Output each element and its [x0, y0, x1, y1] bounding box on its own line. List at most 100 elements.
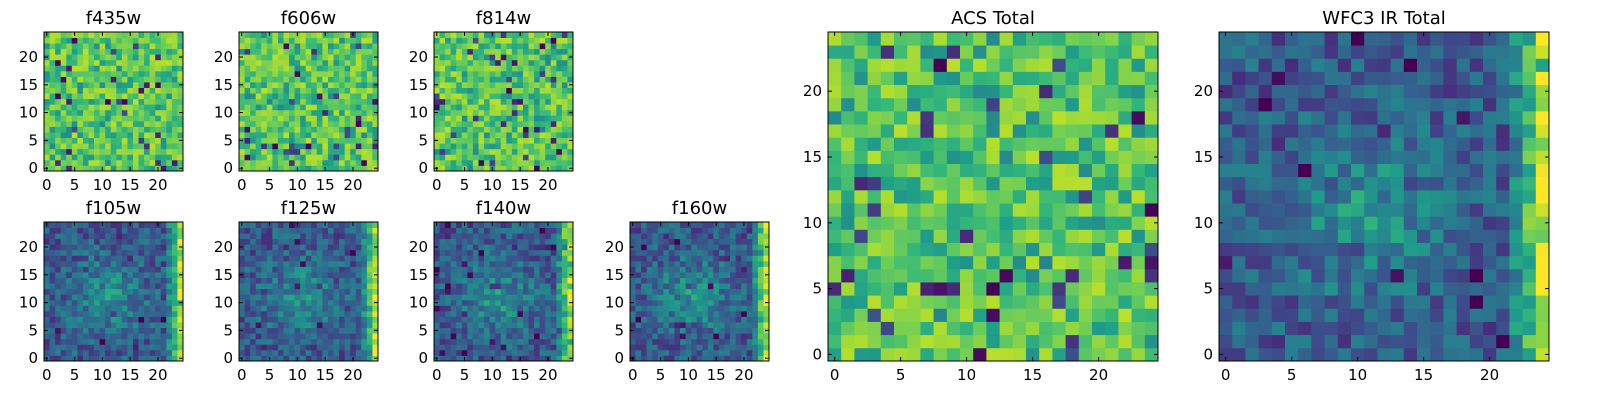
heatmap-cell: [144, 222, 151, 228]
heatmap-cell: [116, 87, 123, 94]
heatmap-cell: [445, 238, 452, 245]
heatmap-cell: [88, 333, 95, 340]
heatmap-cell: [933, 334, 948, 349]
heatmap-cell: [1039, 255, 1053, 270]
heatmap-cell: [657, 272, 664, 278]
heatmap-cell: [116, 82, 123, 88]
heatmap-cell: [478, 104, 485, 111]
heatmap-cell: [361, 227, 368, 234]
heatmap-cell: [1105, 242, 1119, 257]
heatmap-cell: [289, 137, 295, 144]
heatmap-cell: [239, 98, 245, 105]
heatmap-cell: [82, 87, 89, 94]
heatmap-cell: [641, 310, 648, 317]
heatmap-cell: [339, 322, 346, 329]
heatmap-cell: [160, 227, 167, 234]
heatmap-cell: [478, 327, 485, 334]
heatmap-cell: [244, 109, 251, 116]
heatmap-cell: [283, 338, 290, 345]
heatmap-cell: [641, 227, 648, 234]
heatmap-cell: [289, 37, 295, 44]
heatmap-cell: [461, 126, 468, 133]
heatmap-cell: [484, 137, 490, 144]
heatmap-cell: [434, 126, 440, 133]
heatmap-cell: [82, 283, 89, 290]
heatmap-cell: [305, 165, 312, 172]
heatmap-cell: [110, 120, 117, 127]
heatmap-cell: [1092, 308, 1106, 322]
heatmap-cell: [361, 159, 368, 166]
heatmap-cell: [674, 322, 681, 329]
heatmap-cell: [366, 327, 373, 334]
heatmap-cell: [105, 137, 112, 144]
heatmap-cell: [506, 310, 513, 317]
heatmap-cell: [534, 355, 541, 362]
heatmap-cell: [55, 143, 62, 150]
heatmap-cell: [668, 283, 675, 290]
heatmap-cell: [746, 249, 753, 256]
heatmap-cell: [1092, 334, 1106, 349]
heatmap-cell: [506, 87, 513, 94]
heatmap-cell: [339, 249, 346, 256]
heatmap-cell: [556, 109, 563, 116]
heatmap-cell: [434, 59, 440, 66]
heatmap-cell: [166, 338, 173, 345]
heatmap-cell: [361, 54, 368, 61]
y-tick-label: 10: [19, 294, 38, 312]
heatmap-cell: [517, 283, 524, 290]
heatmap-cell: [933, 163, 948, 178]
heatmap-cell: [522, 299, 529, 306]
heatmap-cell: [88, 32, 95, 38]
heatmap-cell: [333, 159, 340, 166]
heatmap-cell: [277, 344, 284, 351]
heatmap-cell: [713, 227, 720, 234]
heatmap-cell: [517, 244, 524, 251]
heatmap-cell: [741, 233, 748, 240]
heatmap-cell: [132, 283, 139, 290]
heatmap-cell: [534, 59, 541, 66]
heatmap-cell: [105, 305, 112, 312]
heatmap-cell: [327, 148, 334, 155]
heatmap-cell: [489, 249, 496, 256]
heatmap-cell: [333, 355, 340, 362]
heatmap-cell: [445, 349, 452, 356]
heatmap-cell: [149, 109, 156, 116]
heatmap-cell: [266, 333, 273, 340]
heatmap-cell: [713, 344, 720, 351]
heatmap-cell: [894, 347, 908, 362]
heatmap-cell: [250, 355, 257, 362]
heatmap-cell: [138, 59, 145, 66]
heatmap-cell: [289, 283, 295, 290]
heatmap-cell: [556, 59, 563, 66]
heatmap-cell: [272, 222, 279, 228]
heatmap-cell: [66, 143, 73, 150]
heatmap-cell: [685, 327, 692, 334]
heatmap-cell: [350, 159, 357, 166]
heatmap-cell: [66, 260, 73, 267]
heatmap-cell: [1065, 242, 1080, 257]
heatmap-cell: [495, 32, 502, 38]
heatmap-cell: [272, 82, 279, 88]
heatmap-cell: [77, 143, 84, 150]
heatmap-cell: [730, 244, 737, 251]
heatmap-cell: [1052, 334, 1066, 349]
heatmap-cell: [171, 244, 178, 251]
heatmap-cell: [344, 48, 351, 55]
heatmap-cell: [244, 338, 251, 345]
heatmap-cell: [500, 338, 507, 345]
heatmap-cell: [511, 305, 518, 312]
heatmap-cell: [105, 227, 112, 234]
heatmap-cell: [668, 316, 675, 323]
heatmap-cell: [305, 233, 312, 240]
heatmap-cell: [311, 233, 318, 240]
heatmap-cell: [316, 76, 323, 83]
heatmap-cell: [255, 98, 262, 105]
heatmap-cell: [311, 272, 318, 278]
heatmap-cell: [344, 277, 351, 284]
heatmap-cell: [127, 143, 134, 150]
heatmap-cell: [668, 272, 675, 278]
heatmap-cell: [88, 154, 95, 161]
heatmap-cell: [333, 222, 340, 228]
heatmap-cell: [1131, 347, 1146, 362]
